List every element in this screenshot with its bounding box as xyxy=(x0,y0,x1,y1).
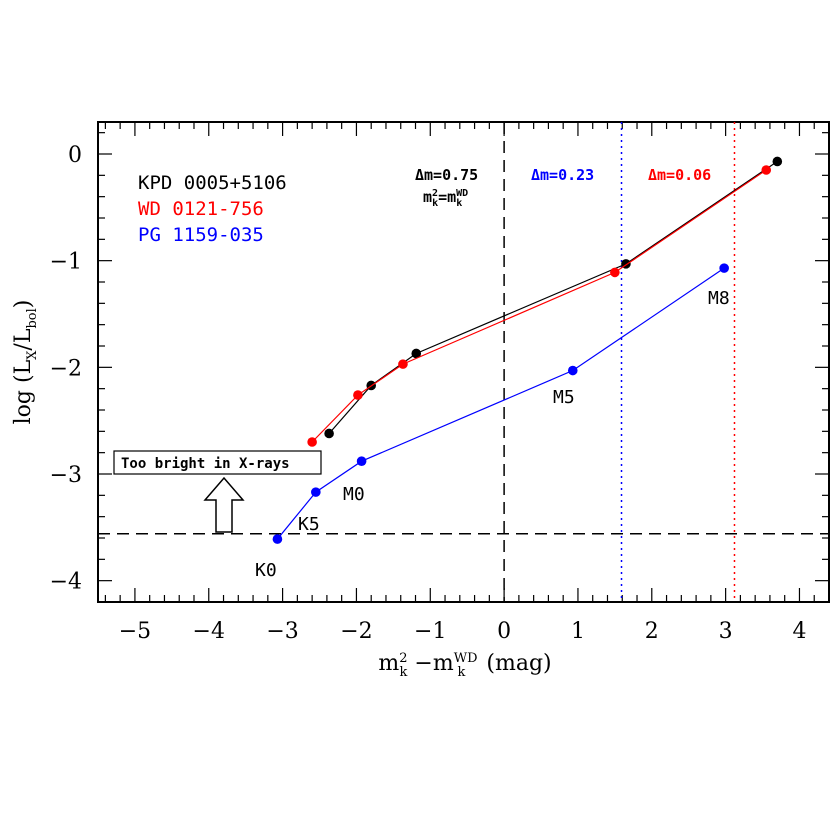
annot-blue-dm: Δm=0.23 xyxy=(531,166,594,184)
spt-label-k5: K5 xyxy=(298,514,320,535)
spt-label-k0: K0 xyxy=(255,560,277,581)
x-tick-label: 1 xyxy=(571,619,585,644)
data-point xyxy=(610,267,620,278)
x-tick-label: −2 xyxy=(340,619,372,644)
too-bright-label: Too bright in X-rays xyxy=(121,456,290,472)
data-point xyxy=(761,165,772,175)
y-tick-label: 0 xyxy=(68,143,82,168)
annot-eq-mid: =m xyxy=(438,188,456,206)
y-tick-label: −2 xyxy=(50,356,82,381)
x-axis-title: m2 k −mWD k (mag) xyxy=(378,651,551,680)
x-tick-label: 4 xyxy=(792,619,806,644)
x-tick-label: −3 xyxy=(266,619,298,644)
x-tick-label: 0 xyxy=(497,619,511,644)
spt-label-m0: M0 xyxy=(343,484,365,505)
annot-eq-sup2: WD xyxy=(456,188,468,199)
too-bright-box xyxy=(113,450,322,475)
up-arrow-icon xyxy=(203,476,245,533)
y-axis-title: log (LX/Lbol) xyxy=(11,300,40,425)
data-point xyxy=(311,487,321,497)
annot-black-dm: Δm=0.75 xyxy=(415,166,478,184)
y-tick-label: −1 xyxy=(50,250,82,275)
x-tick-label: −5 xyxy=(119,619,151,644)
annot-eq-sub1: k xyxy=(432,198,438,209)
axis-ticks xyxy=(98,122,830,603)
data-point xyxy=(772,156,783,167)
data-point xyxy=(356,456,367,467)
spt-label-m5: M5 xyxy=(553,387,575,408)
svg-text:log (LX/Lbol): log (LX/Lbol) xyxy=(11,300,40,425)
reference-lines xyxy=(98,122,829,602)
legend-wd: WD 0121-756 xyxy=(138,198,264,220)
data-point xyxy=(567,365,578,376)
data-point xyxy=(719,263,729,273)
series-group xyxy=(272,156,783,544)
x-tick-label: −1 xyxy=(414,619,446,644)
axis-tick-labels: −5 −4 −3 −2 −1 0 1 2 3 4 0 −1 −2 −3 −4 xyxy=(50,143,807,644)
legend-pg: PG 1159-035 xyxy=(138,224,264,246)
plot-frame xyxy=(97,121,830,603)
data-point xyxy=(411,348,422,359)
data-point xyxy=(398,359,408,369)
annot-eq-m1: m xyxy=(423,188,432,206)
y-tick-label: −4 xyxy=(50,570,82,595)
annot-red-dm: Δm=0.06 xyxy=(648,166,711,184)
spt-label-m8: M8 xyxy=(708,288,730,309)
y-tick-label: −3 xyxy=(50,463,82,488)
data-point xyxy=(272,534,283,544)
series-line-1 xyxy=(311,169,767,443)
data-point xyxy=(307,437,317,447)
data-point xyxy=(324,428,334,439)
annot-black-eq: m2 k=mWD k xyxy=(423,188,468,209)
annot-eq-sub2: k xyxy=(456,198,462,209)
x-tick-label: 2 xyxy=(645,619,659,644)
annot-eq-sup1: 2 xyxy=(432,188,438,199)
legend-kpd: KPD 0005+5106 xyxy=(138,172,287,194)
data-point xyxy=(353,390,363,400)
x-tick-label: −4 xyxy=(193,619,225,644)
x-tick-label: 3 xyxy=(719,619,733,644)
